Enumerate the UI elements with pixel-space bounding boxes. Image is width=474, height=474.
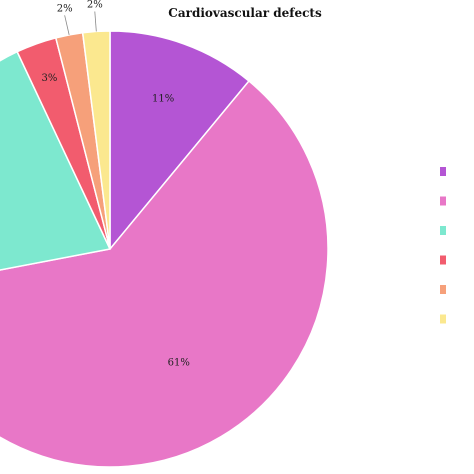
slice-label: 61% <box>168 357 190 368</box>
legend-swatch <box>440 255 446 265</box>
slice-labels: 11% 61% 3% 2% 2% <box>42 0 190 368</box>
legend-swatch <box>440 167 446 176</box>
pie-slices <box>0 30 329 468</box>
slice-label: 11% <box>152 93 174 104</box>
pie-slice <box>109 30 251 252</box>
legend-swatch <box>440 285 446 294</box>
pie-slice <box>0 79 329 468</box>
chart-title: Cardiovascular defects <box>168 6 322 20</box>
legend-swatch <box>440 314 446 324</box>
pie-slice <box>0 50 112 271</box>
slice-label: 3% <box>42 73 58 84</box>
leader-line <box>64 15 70 35</box>
pie-slice <box>81 30 111 250</box>
legend <box>440 167 446 324</box>
legend-swatch <box>440 196 446 206</box>
slice-label: 2% <box>57 3 73 14</box>
slice-label: 2% <box>87 0 103 10</box>
legend-swatch <box>440 226 446 235</box>
leader-line <box>94 11 97 32</box>
